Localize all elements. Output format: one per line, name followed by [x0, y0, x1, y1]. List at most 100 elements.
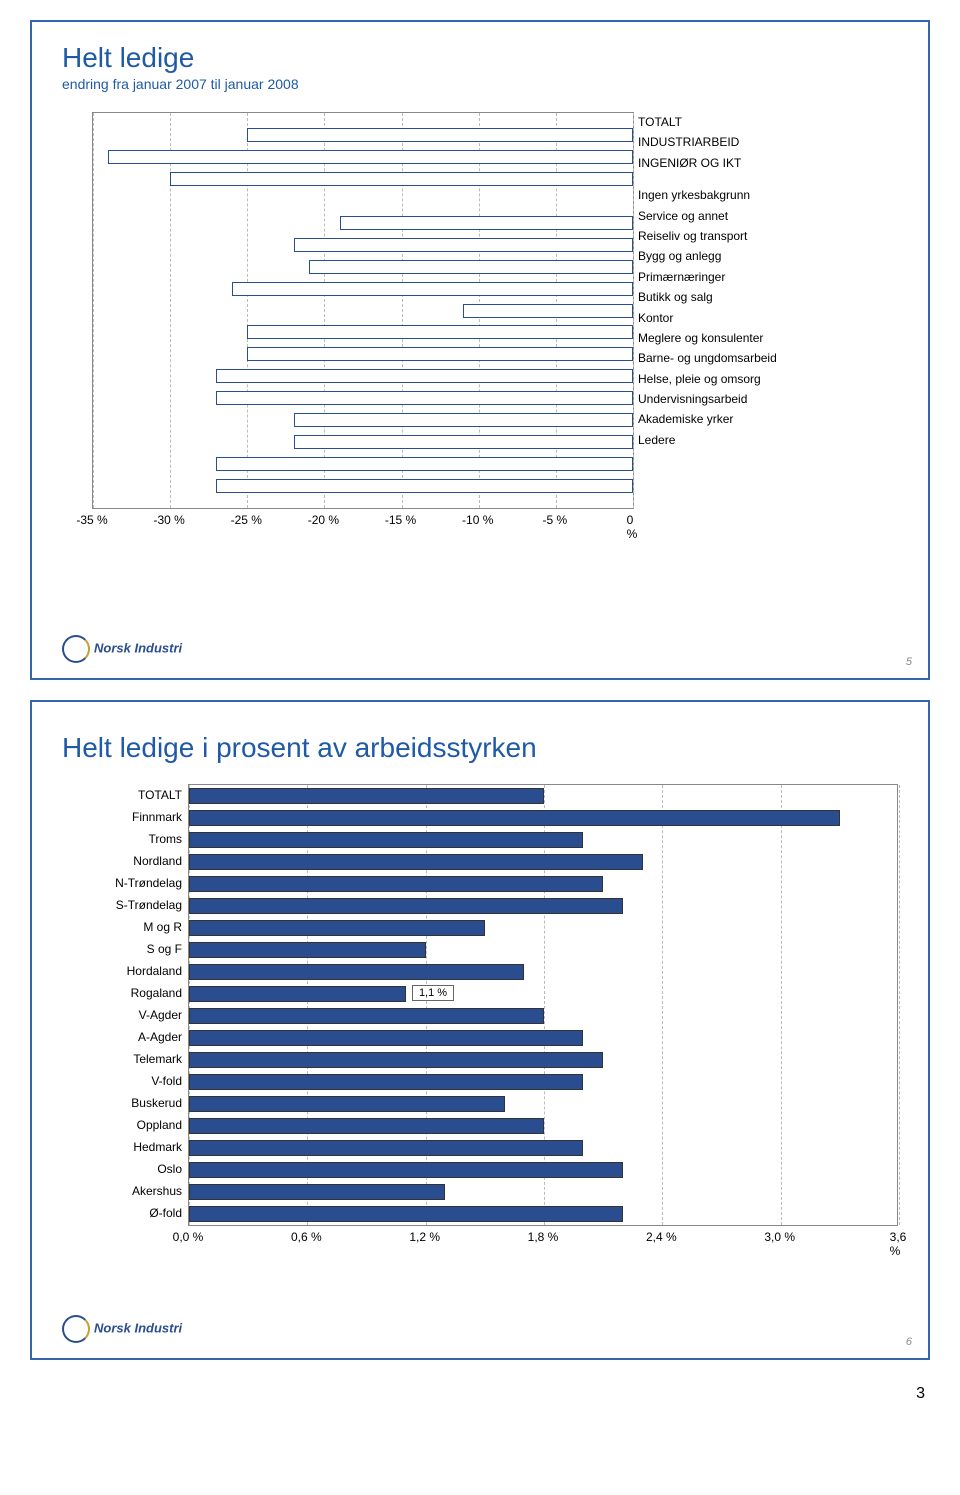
chart2-plot-wrap: 1,1 % 0,0 %0,6 %1,2 %1,8 %2,4 %3,0 %3,6 … — [188, 784, 898, 1251]
legend-item: Ingen yrkesbakgrunn — [638, 185, 868, 205]
chart2-y-labels: TOTALTFinnmarkTromsNordlandN-TrøndelagS-… — [62, 784, 188, 1251]
y-label: S-Trøndelag — [62, 894, 182, 916]
y-label: Buskerud — [62, 1092, 182, 1114]
grid-line — [426, 785, 427, 1225]
bar — [189, 920, 485, 936]
logo-swirl-icon — [62, 1315, 90, 1343]
y-label: Oslo — [62, 1158, 182, 1180]
y-label: Finnmark — [62, 806, 182, 828]
bar — [189, 1096, 505, 1112]
grid-line — [93, 113, 94, 508]
bar — [189, 1118, 544, 1134]
x-tick-label: -10 % — [462, 513, 493, 527]
bar — [189, 788, 544, 804]
bar — [247, 325, 633, 339]
slide1-title: Helt ledige — [62, 42, 898, 74]
bar — [463, 304, 633, 318]
chart1-legend: TOTALTINDUSTRIARBEIDINGENIØR OG IKT Ingen… — [638, 112, 868, 450]
x-tick-label: -25 % — [231, 513, 262, 527]
bar — [189, 810, 840, 826]
bar — [189, 1206, 623, 1222]
bar — [108, 150, 633, 164]
grid-line — [633, 113, 634, 508]
legend-item: Akademiske yrker — [638, 409, 868, 429]
bar — [216, 457, 633, 471]
legend-item: TOTALT — [638, 112, 868, 132]
legend-item: Kontor — [638, 308, 868, 328]
chart2-plot-area: 1,1 % — [188, 784, 898, 1226]
logo: Norsk Industri — [62, 1315, 182, 1343]
y-label: TOTALT — [62, 784, 182, 806]
x-tick-label: -35 % — [76, 513, 107, 527]
legend-item: Bygg og anlegg — [638, 246, 868, 266]
y-label: Hordaland — [62, 960, 182, 982]
bar — [189, 1030, 583, 1046]
grid-line — [307, 785, 308, 1225]
legend-item: Ledere — [638, 430, 868, 450]
bar — [189, 1140, 583, 1156]
slide1-page-num: 5 — [906, 656, 912, 668]
bar — [170, 172, 633, 186]
y-label: Troms — [62, 828, 182, 850]
chart2: TOTALTFinnmarkTromsNordlandN-TrøndelagS-… — [62, 784, 898, 1251]
chart1-x-axis: -35 %-30 %-25 %-20 %-15 %-10 %-5 %0 % — [92, 509, 632, 534]
bar — [294, 413, 633, 427]
bar — [309, 260, 633, 274]
y-label: Ø-fold — [62, 1202, 182, 1224]
x-tick-label: -5 % — [543, 513, 568, 527]
logo-swirl-icon — [62, 635, 90, 663]
x-tick-label: -30 % — [153, 513, 184, 527]
bar — [189, 1074, 583, 1090]
bar — [294, 238, 633, 252]
y-label: Hedmark — [62, 1136, 182, 1158]
x-tick-label: 0,0 % — [173, 1230, 204, 1244]
bar — [189, 854, 643, 870]
y-label: M og R — [62, 916, 182, 938]
x-tick-label: -20 % — [308, 513, 339, 527]
y-label: V-Agder — [62, 1004, 182, 1026]
y-label: S og F — [62, 938, 182, 960]
legend-item: INGENIØR OG IKT — [638, 153, 868, 173]
bar — [189, 1008, 544, 1024]
legend-item: Meglere og konsulenter — [638, 328, 868, 348]
bar — [189, 964, 524, 980]
logo-text: Norsk Industri — [94, 640, 182, 655]
x-tick-label: 3,6 % — [890, 1230, 907, 1258]
y-label: V-fold — [62, 1070, 182, 1092]
grid-line — [781, 785, 782, 1225]
slide-1: Helt ledige endring fra januar 2007 til … — [30, 20, 930, 680]
bar — [189, 986, 406, 1002]
chart1: -35 %-30 %-25 %-20 %-15 %-10 %-5 %0 % TO… — [92, 112, 868, 542]
slide-2: Helt ledige i prosent av arbeidsstyrken … — [30, 700, 930, 1360]
x-tick-label: 3,0 % — [764, 1230, 795, 1244]
x-tick-label: 0,6 % — [291, 1230, 322, 1244]
bar — [247, 128, 633, 142]
y-label: Akershus — [62, 1180, 182, 1202]
bar — [294, 435, 633, 449]
chart1-plot-area — [92, 112, 634, 509]
legend-item: Undervisningsarbeid — [638, 389, 868, 409]
data-label: 1,1 % — [412, 985, 454, 1001]
slide2-title: Helt ledige i prosent av arbeidsstyrken — [62, 732, 898, 764]
bar — [216, 479, 633, 493]
slide1-subtitle: endring fra januar 2007 til januar 2008 — [62, 76, 898, 92]
bar — [189, 1162, 623, 1178]
bar — [247, 347, 633, 361]
legend-item: Service og annet — [638, 206, 868, 226]
grid-line — [189, 785, 190, 1225]
y-label: Oppland — [62, 1114, 182, 1136]
x-tick-label: -15 % — [385, 513, 416, 527]
legend-item: INDUSTRIARBEID — [638, 132, 868, 152]
legend-item: Butikk og salg — [638, 287, 868, 307]
grid-line — [662, 785, 663, 1225]
bar — [189, 876, 603, 892]
legend-item: Helse, pleie og omsorg — [638, 369, 868, 389]
chart2-x-axis: 0,0 %0,6 %1,2 %1,8 %2,4 %3,0 %3,6 % — [188, 1226, 898, 1251]
grid-line — [544, 785, 545, 1225]
outer-page-num: 3 — [0, 1380, 960, 1423]
y-label: Nordland — [62, 850, 182, 872]
logo-text: Norsk Industri — [94, 1320, 182, 1335]
x-tick-label: 1,8 % — [528, 1230, 559, 1244]
grid-line — [899, 785, 900, 1225]
logo: Norsk Industri — [62, 635, 182, 663]
